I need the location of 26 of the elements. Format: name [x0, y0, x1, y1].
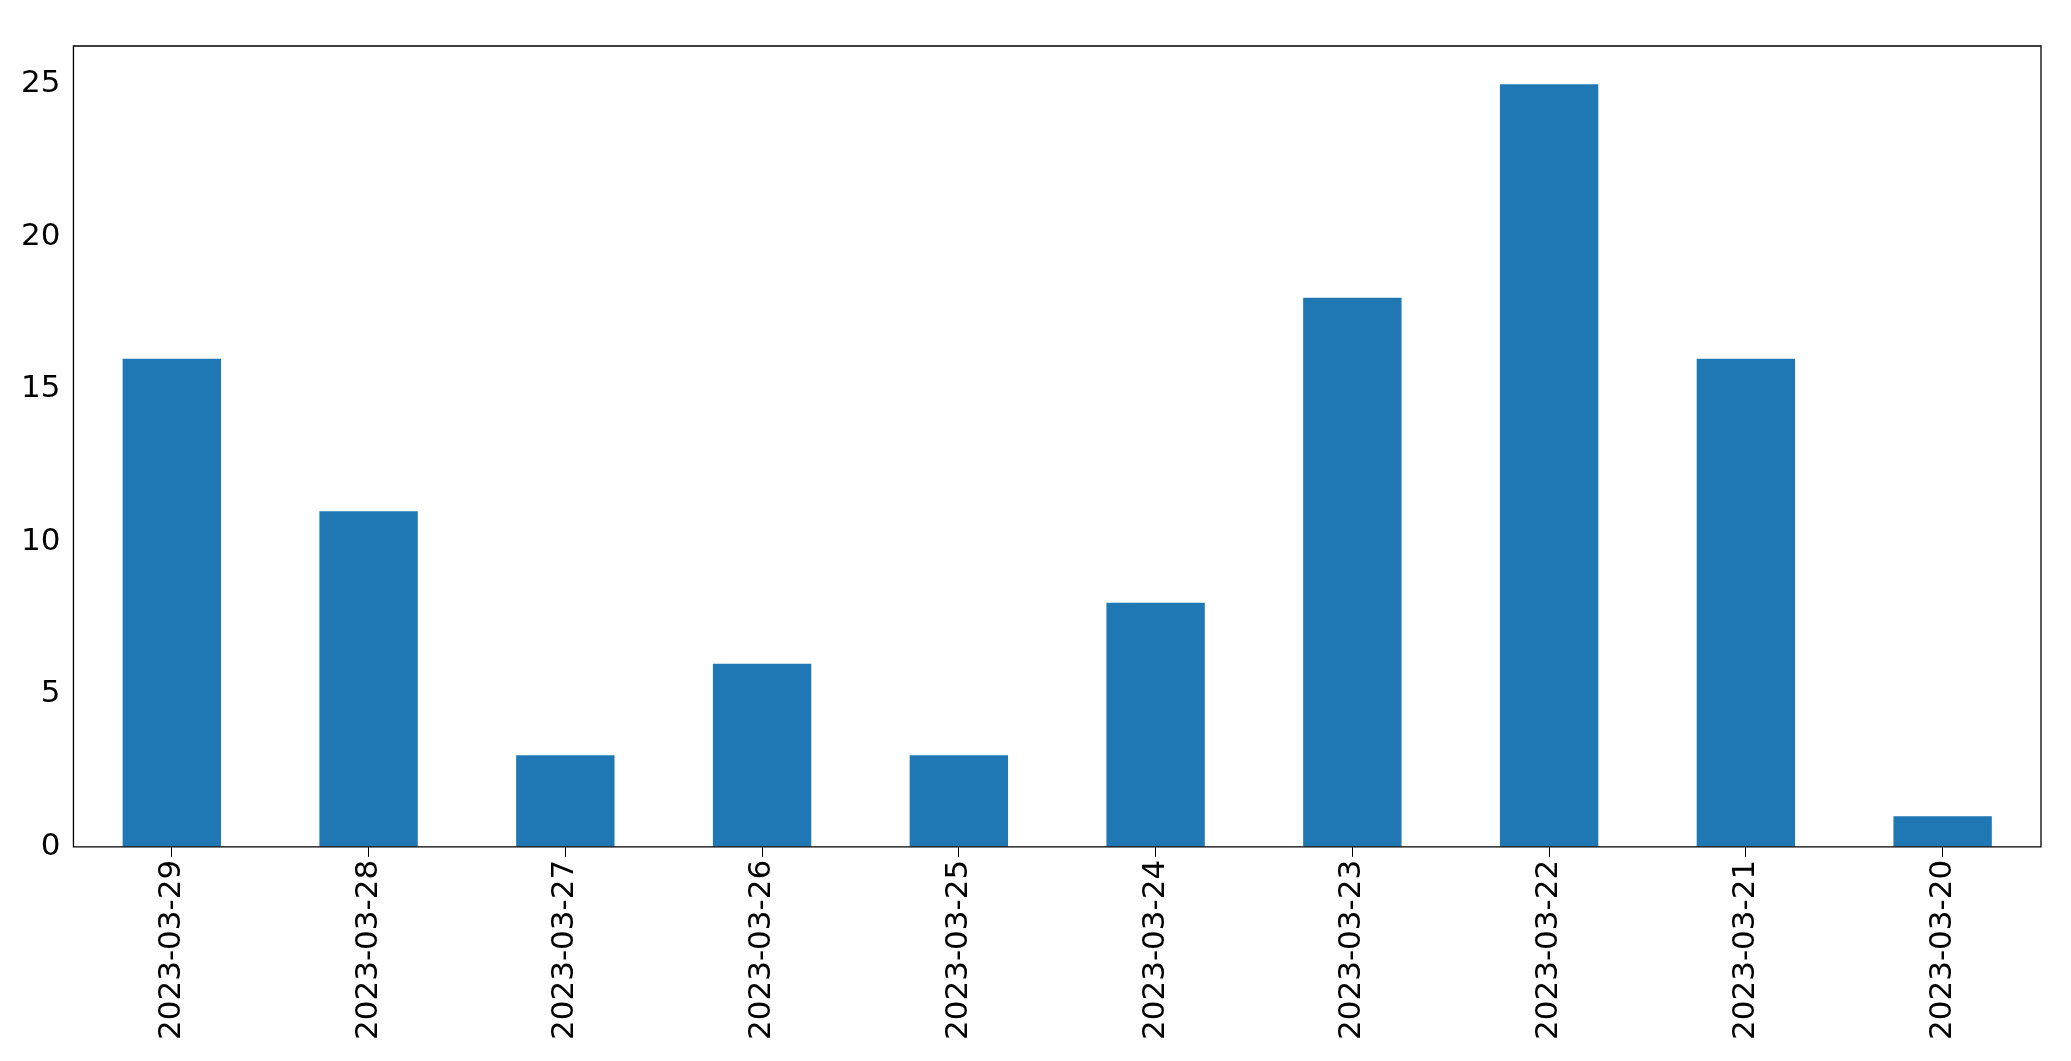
y-tick-label: 20 [20, 215, 61, 252]
bar [319, 511, 418, 847]
x-tick-label: 2023-03-26 [741, 859, 778, 1041]
x-tick-label: 2023-03-29 [150, 859, 187, 1041]
bar [1696, 358, 1796, 847]
bar [516, 755, 615, 847]
x-tick-label: 2023-03-27 [544, 859, 581, 1041]
x-tick-label: 2023-03-28 [347, 859, 384, 1041]
bar [1499, 84, 1599, 847]
y-tick-label: 15 [20, 368, 61, 405]
x-tick-label: 2023-03-24 [1134, 859, 1171, 1041]
y-tick-label: 10 [20, 520, 61, 557]
bar [712, 663, 812, 847]
x-tick-label: 2023-03-20 [1921, 859, 1958, 1041]
bar [122, 358, 222, 847]
y-tick-label: 5 [40, 673, 61, 710]
x-tick-label: 2023-03-21 [1724, 859, 1761, 1041]
x-tick-label: 2023-03-25 [937, 859, 974, 1041]
x-tick-label: 2023-03-23 [1331, 859, 1368, 1041]
bar [1893, 816, 1992, 847]
bar [1106, 602, 1205, 847]
bar [1303, 297, 1402, 847]
x-tick-label: 2023-03-22 [1528, 859, 1565, 1041]
y-tick-label: 0 [40, 825, 61, 862]
y-tick-label: 25 [20, 63, 61, 100]
bar [909, 755, 1009, 847]
